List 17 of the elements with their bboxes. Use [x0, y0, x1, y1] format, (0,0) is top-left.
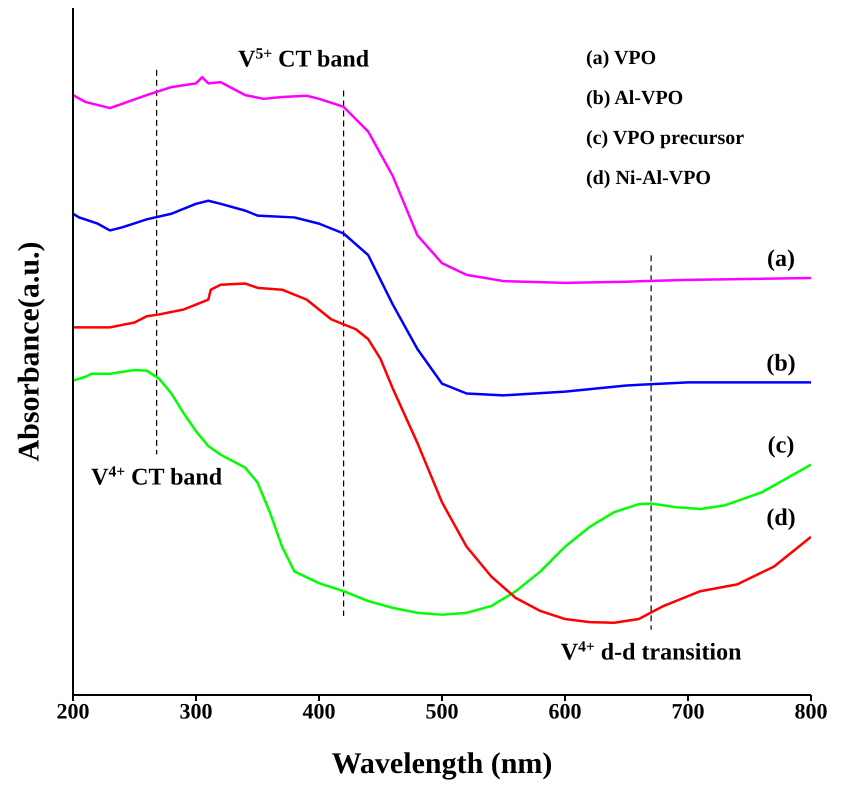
series-label: (d)	[766, 504, 796, 531]
ref-line-label: V$^{4+}$ d-d transition	[560, 638, 742, 666]
x-tick-label: 400	[302, 698, 336, 724]
ref-line-label: V$^{5+}$ CT band	[238, 44, 370, 72]
y-axis-title: Absorbance(a.u.)	[12, 241, 46, 462]
x-tick-label: 200	[56, 698, 90, 724]
ref-line-label: V$^{4+}$ CT band	[91, 463, 223, 491]
x-tick-label: 500	[426, 698, 458, 724]
series-label: (b)	[766, 350, 796, 376]
x-tick-label: 600	[548, 698, 582, 724]
key-text: (a) VPO (b) Al-VPO (c) VPO precursor (d) Ni-Al-VPO	[586, 46, 744, 191]
x-tick-label: 300	[180, 698, 212, 724]
x-tick-label: 700	[672, 698, 704, 724]
x-axis-title: Wavelength (nm)	[332, 747, 552, 780]
series-label: (a)	[767, 246, 795, 272]
series-label: (c)	[768, 432, 794, 459]
x-tick-label: 800	[794, 698, 828, 724]
